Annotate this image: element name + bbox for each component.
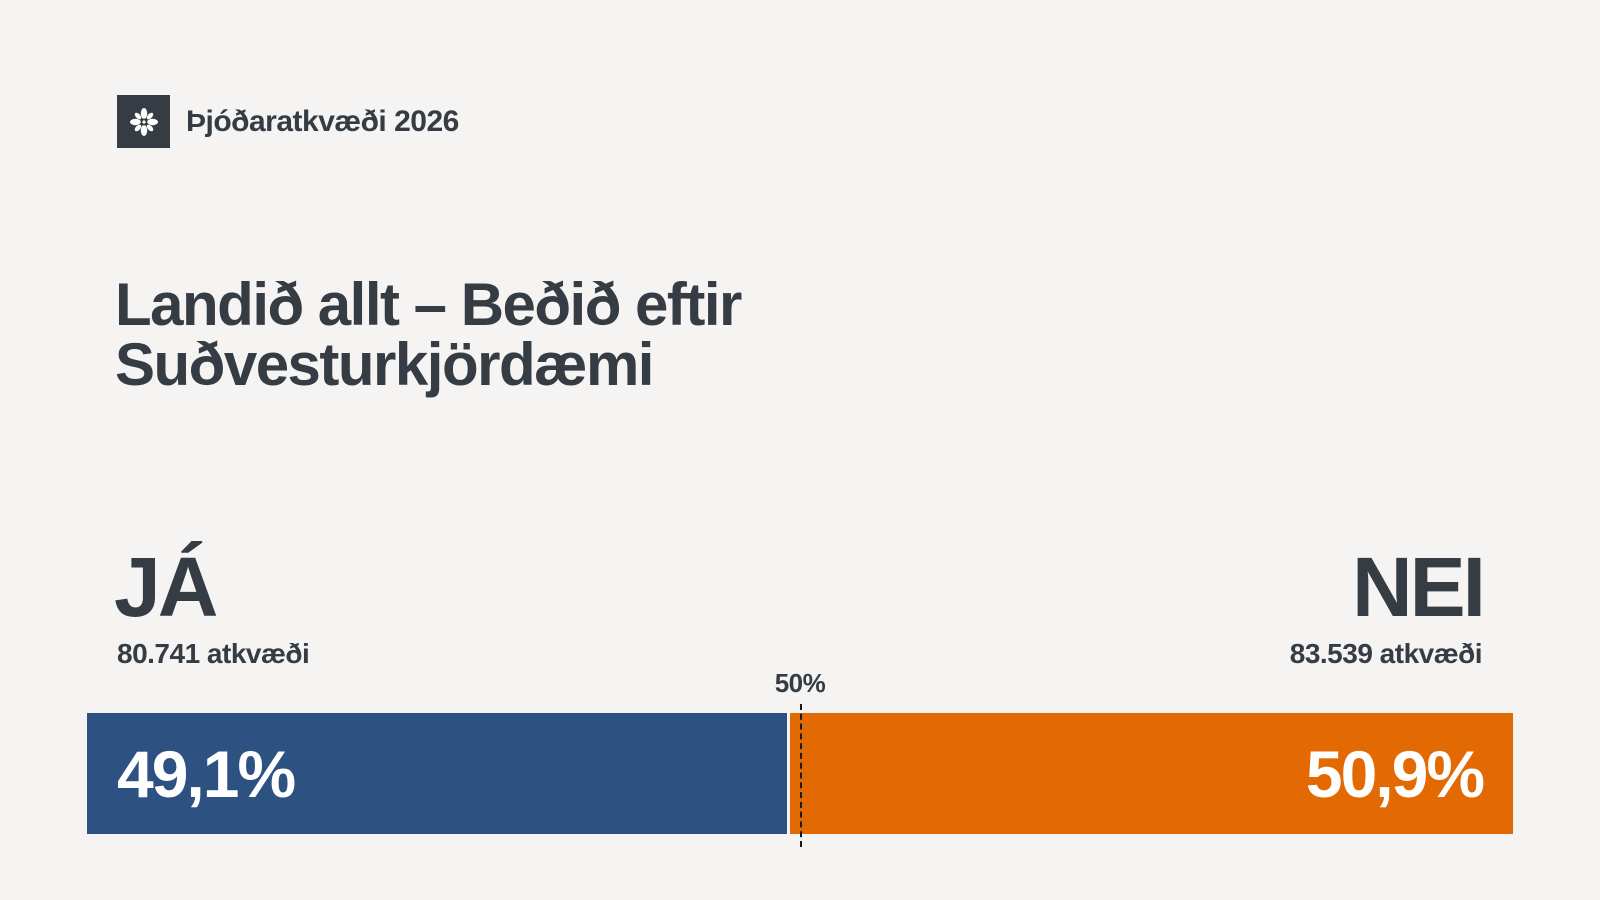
yes-bar-segment: 49,1% (87, 713, 788, 834)
threshold-label: 50% (774, 668, 826, 698)
no-vote-count: 83.539 atkvæði (1289, 638, 1483, 669)
page-title: Landið allt – Beðið eftir Suðvesturkjörd… (115, 271, 742, 398)
sunburst-emblem-icon (117, 95, 170, 148)
no-label: NEI (1351, 540, 1486, 634)
yes-vote-count: 80.741 atkvæði (117, 638, 310, 669)
yes-label: JÁ (114, 540, 218, 634)
yes-percent: 49,1% (117, 736, 296, 811)
brand-header: Þjóðaratkvæði 2026 (117, 95, 459, 148)
threshold-line (800, 704, 802, 847)
no-bar-segment: 50,9% (790, 713, 1513, 834)
page-title-line-2: Suðvesturkjördæmi (115, 331, 654, 398)
no-percent: 50,9% (1305, 736, 1485, 811)
bar-divider (787, 713, 791, 834)
result-bar: 49,1% 50,9% (87, 713, 1513, 834)
brand-name: Þjóðaratkvæði 2026 (186, 104, 459, 138)
page-title-line-1: Landið allt – Beðið eftir (115, 271, 742, 338)
